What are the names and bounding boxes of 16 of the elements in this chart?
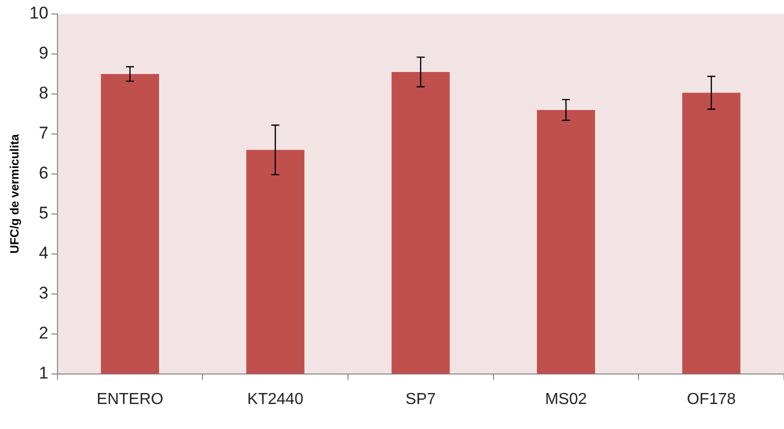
- x-tick-label: MS02: [545, 390, 587, 408]
- y-axis-title: UFC/g de vermiculita: [8, 134, 22, 254]
- y-tick-label: 2: [38, 324, 48, 343]
- y-tick-label: 8: [38, 84, 48, 103]
- y-tick-label: 10: [29, 4, 48, 23]
- x-tick-label: KT2440: [247, 390, 304, 408]
- y-tick-label: 4: [38, 244, 48, 263]
- x-tick-label: SP7: [406, 390, 436, 408]
- x-tick-label: ENTERO: [96, 390, 164, 408]
- y-tick-label: 5: [38, 204, 48, 223]
- y-tick-label: 7: [38, 124, 48, 143]
- x-tick-label: OF178: [686, 390, 736, 408]
- y-tick-label: 3: [38, 284, 48, 303]
- y-tick-label: 9: [38, 44, 48, 63]
- y-tick-label: 6: [38, 164, 48, 183]
- y-tick-label: 1: [38, 363, 48, 382]
